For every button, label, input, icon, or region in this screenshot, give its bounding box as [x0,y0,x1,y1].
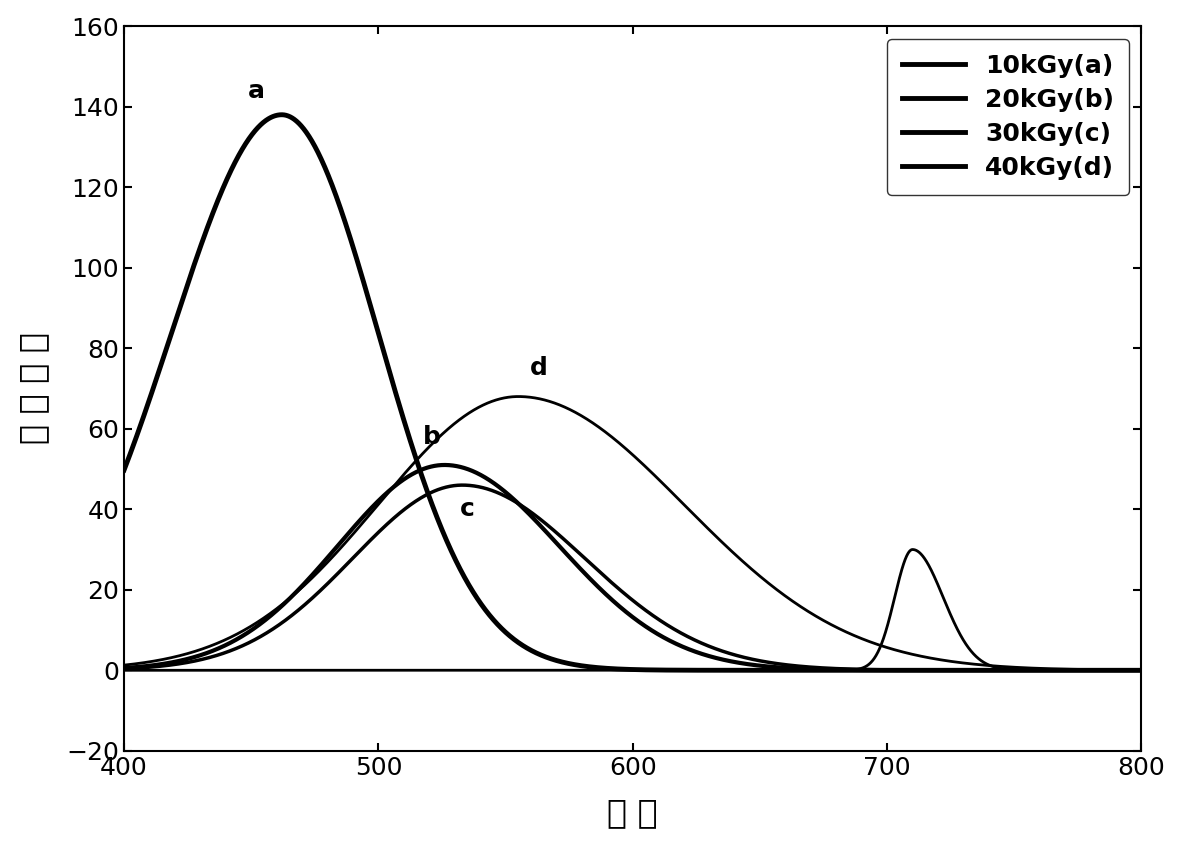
Y-axis label: 荧 光 强 度: 荧 光 强 度 [17,332,50,444]
Text: c: c [460,497,475,521]
Legend: 10kGy(a), 20kGy(b), 30kGy(c), 40kGy(d): 10kGy(a), 20kGy(b), 30kGy(c), 40kGy(d) [888,39,1129,195]
Text: a: a [248,79,265,102]
Text: b: b [423,425,441,449]
Text: d: d [530,356,547,381]
X-axis label: 波 长: 波 长 [608,796,658,829]
